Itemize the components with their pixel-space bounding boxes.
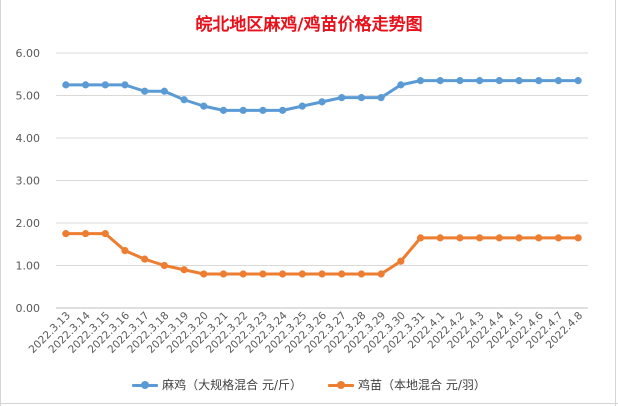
series-1-point-14 bbox=[338, 94, 346, 102]
y-tick-label-0: 0.00 bbox=[16, 302, 41, 315]
legend: 麻鸡（大规格混合 元/斤） 鸡苗（本地混合 元/羽） bbox=[0, 376, 618, 393]
series-2-point-6 bbox=[180, 266, 188, 274]
series-2-point-11 bbox=[278, 270, 287, 278]
series-1-point-24 bbox=[535, 77, 543, 85]
series-2-point-9 bbox=[239, 270, 247, 278]
series-1-point-17 bbox=[397, 81, 405, 89]
series-1-point-15 bbox=[357, 94, 366, 102]
y-tick-label-2: 2.00 bbox=[16, 217, 41, 230]
series-2-point-7 bbox=[200, 270, 208, 278]
legend-label-1: 麻鸡（大规格混合 元/斤） bbox=[162, 378, 302, 392]
series-1-point-18 bbox=[416, 77, 425, 85]
series-1-point-26 bbox=[574, 77, 582, 85]
series-2-point-19 bbox=[436, 234, 444, 242]
legend-label-2: 鸡苗（本地混合 元/羽） bbox=[358, 378, 486, 392]
series-1-point-4 bbox=[141, 87, 149, 95]
series-2-point-10 bbox=[259, 270, 267, 278]
legend-swatch-2 bbox=[328, 379, 354, 391]
series-1-point-13 bbox=[318, 98, 326, 106]
legend-item-1[interactable]: 麻鸡（大规格混合 元/斤） bbox=[132, 376, 302, 393]
series-2-point-21 bbox=[476, 234, 484, 242]
y-tick-label-6: 6.00 bbox=[16, 47, 41, 60]
series-1-point-11 bbox=[278, 106, 287, 114]
series-1-point-2 bbox=[101, 81, 109, 89]
series-1-point-10 bbox=[259, 106, 267, 114]
series-2-point-25 bbox=[554, 234, 563, 242]
series-1-point-6 bbox=[180, 96, 188, 104]
y-tick-label-5: 5.00 bbox=[16, 90, 41, 103]
series-1-point-3 bbox=[121, 81, 129, 89]
series-1-point-7 bbox=[200, 102, 208, 110]
series-1-point-1 bbox=[81, 81, 90, 89]
series-2-point-14 bbox=[338, 270, 346, 278]
series-2-point-26 bbox=[574, 234, 582, 242]
series-2-point-18 bbox=[416, 234, 425, 242]
legend-item-2[interactable]: 鸡苗（本地混合 元/羽） bbox=[328, 376, 486, 393]
series-1-point-20 bbox=[456, 77, 464, 85]
series-1-point-16 bbox=[377, 94, 385, 102]
series-1-point-21 bbox=[476, 77, 484, 85]
series-1-point-12 bbox=[298, 102, 306, 110]
series-2-point-20 bbox=[456, 234, 464, 242]
series-2-point-15 bbox=[357, 270, 366, 278]
series-1-point-19 bbox=[436, 77, 444, 85]
y-tick-label-4: 4.00 bbox=[16, 132, 41, 145]
series-1-point-23 bbox=[515, 77, 523, 85]
series-1-point-8 bbox=[219, 106, 228, 114]
legend-swatch-1 bbox=[132, 379, 159, 391]
series-1-point-9 bbox=[239, 106, 247, 114]
series-2-point-0 bbox=[62, 230, 70, 238]
series-2-point-16 bbox=[377, 270, 385, 278]
series-2-point-2 bbox=[101, 230, 109, 238]
sheet-gridline-bottom bbox=[0, 403, 618, 404]
y-tick-label-3: 3.00 bbox=[16, 175, 41, 188]
series-2-point-3 bbox=[121, 247, 129, 255]
series-1-point-0 bbox=[62, 81, 70, 89]
sheet-gridline-right bbox=[615, 0, 616, 406]
series-2-point-13 bbox=[318, 270, 326, 278]
series-2-point-22 bbox=[495, 234, 503, 242]
series-2-point-17 bbox=[397, 257, 405, 265]
series-2-point-12 bbox=[298, 270, 306, 278]
sheet-gridline-left bbox=[0, 0, 1, 406]
series-2-point-1 bbox=[81, 230, 90, 238]
y-tick-label-1: 1.00 bbox=[16, 260, 41, 273]
series-2-point-8 bbox=[219, 270, 228, 278]
series-2-point-4 bbox=[141, 255, 149, 263]
chart-title: 皖北地区麻鸡/鸡苗价格走势图 bbox=[195, 15, 423, 35]
series-2-point-23 bbox=[515, 234, 523, 242]
series-1-point-22 bbox=[495, 77, 503, 85]
series-2-point-24 bbox=[535, 234, 543, 242]
series-1-point-25 bbox=[554, 77, 563, 85]
series-1-point-5 bbox=[160, 87, 168, 95]
series-2-point-5 bbox=[160, 261, 168, 270]
